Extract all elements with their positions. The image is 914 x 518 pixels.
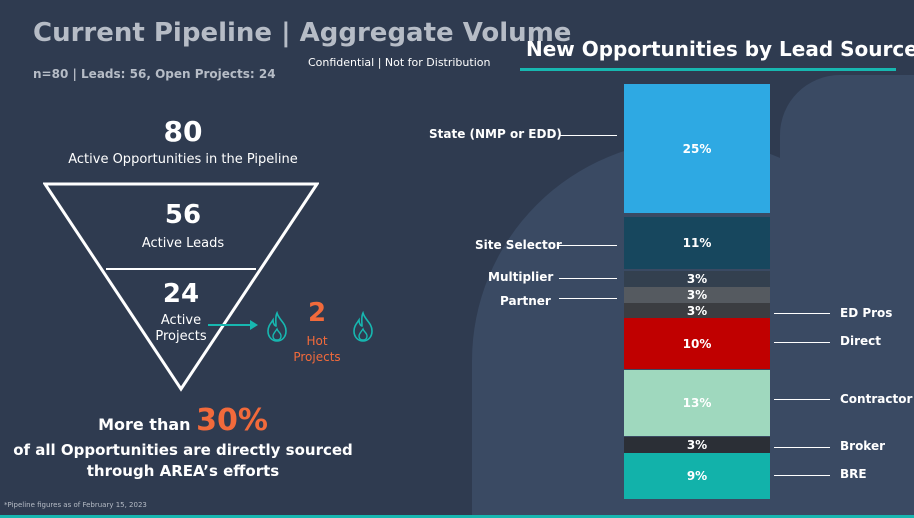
- segment-broker-value: 3%: [686, 438, 708, 452]
- active-leads-number: 56: [164, 200, 202, 230]
- segment-multiplier-value: 3%: [686, 272, 708, 286]
- more-than-statement: More than 30%: [0, 403, 366, 438]
- segment-partner: 3%: [624, 287, 770, 303]
- leader-line-multiplier: [559, 278, 617, 279]
- segment-partner-value: 3%: [686, 288, 708, 302]
- label-multiplier: Multiplier: [488, 270, 554, 284]
- sourced-statement: of all Opportunities are directly source…: [0, 440, 366, 482]
- title-underline: [520, 68, 896, 71]
- segment-ed-pros: 3%: [624, 303, 770, 318]
- page-subtitle: n=80 | Leads: 56, Open Projects: 24: [33, 67, 276, 81]
- label-bre: BRE: [840, 467, 867, 481]
- sourced-line2: through AREA’s efforts: [86, 462, 280, 480]
- confidential-note: Confidential | Not for Distribution: [308, 56, 491, 69]
- label-contractor: Contractor: [840, 392, 913, 406]
- label-state: State (NMP or EDD): [429, 127, 562, 141]
- segment-site-selector: 11%: [624, 217, 770, 269]
- leader-line-broker: [774, 447, 830, 448]
- segment-site-selector-value: 11%: [682, 236, 712, 250]
- segment-broker: 3%: [624, 437, 770, 453]
- label-partner: Partner: [500, 294, 551, 308]
- hot-projects-label-line2: Projects: [293, 350, 341, 364]
- label-ed-pros: ED Pros: [840, 306, 893, 320]
- leader-line-ed-pros: [774, 313, 830, 314]
- hot-projects-label: Hot Projects: [287, 333, 347, 365]
- segment-state: 25%: [624, 84, 770, 213]
- leader-line-partner: [559, 298, 617, 299]
- segment-multiplier: 3%: [624, 271, 770, 287]
- bottom-accent-bar: [0, 515, 914, 518]
- segment-ed-pros-value: 3%: [686, 303, 708, 318]
- total-opportunities-number: 80: [163, 115, 203, 148]
- active-projects-label-line2: Projects: [155, 329, 207, 344]
- more-than-prefix: More than: [98, 415, 191, 434]
- active-leads-label: Active Leads: [141, 236, 225, 251]
- footnote: *Pipeline figures as of February 15, 202…: [4, 501, 147, 509]
- segment-direct: 10%: [624, 318, 770, 369]
- leader-line-contractor: [774, 399, 830, 400]
- leader-line-state: [560, 135, 617, 136]
- total-opportunities-label: Active Opportunities in the Pipeline: [68, 152, 298, 167]
- active-projects-label: Active Projects: [131, 313, 231, 345]
- leader-line-site-selector: [559, 245, 617, 246]
- flame-icon: [353, 311, 373, 342]
- flame-icon: [267, 311, 287, 342]
- lead-source-title: New Opportunities by Lead Source: [526, 37, 914, 61]
- leader-line-bre: [774, 475, 830, 476]
- leader-line-direct: [774, 342, 830, 343]
- hot-projects-number: 2: [307, 298, 327, 328]
- segment-contractor: 13%: [624, 370, 770, 436]
- label-site-selector: Site Selector: [475, 238, 562, 252]
- segment-bre: 9%: [624, 453, 770, 499]
- label-direct: Direct: [840, 334, 881, 348]
- segment-bre-value: 9%: [686, 469, 708, 483]
- more-than-percent: 30%: [196, 403, 268, 438]
- segment-contractor-value: 13%: [682, 396, 712, 410]
- sourced-line1: of all Opportunities are directly source…: [13, 441, 353, 459]
- active-projects-label-line1: Active: [160, 313, 202, 328]
- segment-direct-value: 10%: [682, 336, 712, 351]
- label-broker: Broker: [840, 439, 886, 453]
- background-rect-shape: [780, 75, 914, 518]
- arrow-right-icon: [208, 320, 258, 330]
- active-projects-number: 24: [162, 279, 200, 309]
- segment-state-value: 25%: [682, 141, 712, 156]
- funnel-triangle: [43, 182, 319, 392]
- page-title: Current Pipeline | Aggregate Volume: [33, 18, 572, 48]
- hot-projects-label-line1: Hot: [306, 334, 328, 348]
